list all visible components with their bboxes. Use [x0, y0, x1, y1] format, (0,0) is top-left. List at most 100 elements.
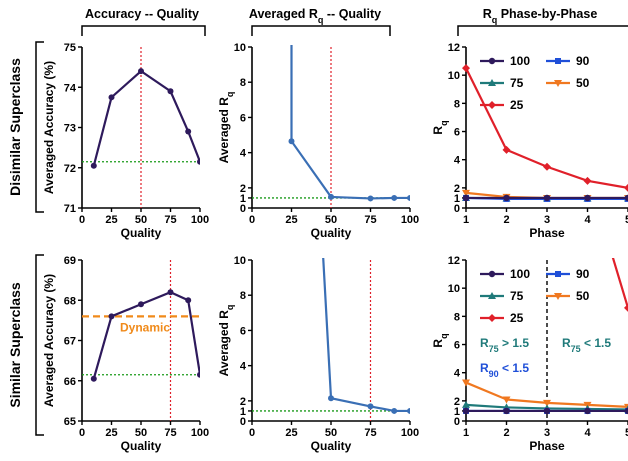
y-tick-label: 10: [448, 283, 460, 295]
y-tick-label: 4: [240, 361, 247, 373]
point-q100: [584, 407, 591, 415]
panel-acc_sim: 0 25 50 75 100 65 66 67 68 69 Quality Averaged Accu…: [42, 255, 209, 453]
legend-marker-q75: [488, 292, 496, 299]
data-point: [328, 193, 334, 200]
data-point: [407, 194, 410, 201]
x-axis-label: Quality: [311, 226, 352, 240]
y-tick-label: 10: [234, 255, 246, 267]
y-tick-label: 72: [64, 163, 76, 175]
y-tick-label: 6: [454, 127, 460, 139]
y-tick-label: 8: [240, 77, 246, 89]
y-tick-label: 73: [64, 123, 76, 135]
point-q100: [503, 194, 510, 202]
legend-label-q50: 50: [576, 76, 590, 90]
point-q100: [462, 194, 470, 202]
x-axis-label: Quality: [121, 439, 162, 453]
col-bracket-middle: [251, 25, 391, 36]
col-bracket-right: [457, 25, 628, 36]
legend-marker-q50: [554, 80, 562, 87]
data-point: [185, 128, 192, 135]
legend-label-q100: 100: [510, 54, 530, 68]
x-tick-label: 25: [105, 214, 117, 226]
y-tick-label: 4: [454, 155, 461, 167]
y-tick-label: 6: [454, 340, 460, 352]
y-tick-label: 68: [64, 295, 76, 307]
x-axis-label: Phase: [529, 439, 565, 453]
point-q50: [462, 379, 470, 387]
plot-area: [288, 45, 410, 202]
y-tick-label: 69: [64, 255, 76, 267]
legend-marker-q90: [555, 271, 561, 277]
point-q50: [543, 399, 551, 407]
point-q25: [624, 303, 628, 312]
data-point: [367, 195, 374, 202]
y-tick-label: 8: [240, 290, 246, 302]
y-tick-label: 2: [454, 396, 460, 408]
panel-rq_sim: 0 25 50 75 100 012 4 6 8 10 Quality Averaged Rq: [217, 255, 419, 453]
data-point: [367, 403, 374, 410]
series-line-q25: [611, 258, 628, 309]
y-tick-label: 6: [240, 325, 246, 337]
point-q25: [543, 162, 551, 171]
x-tick-label: 3: [544, 427, 550, 439]
data-point: [108, 94, 115, 101]
x-tick-label: 75: [364, 427, 376, 439]
point-q25: [624, 183, 628, 192]
x-axis-label: Quality: [311, 439, 352, 453]
point-q25: [502, 145, 511, 154]
y-tick-label: 2: [240, 396, 246, 408]
x-tick-label: 75: [364, 214, 376, 226]
x-axis-label: Phase: [529, 226, 565, 240]
point-q100: [624, 407, 628, 415]
x-tick-label: 3: [544, 214, 550, 226]
y-tick-label: 1: [240, 193, 246, 205]
data-line: [322, 258, 410, 413]
col-title-rq-phase: Rq Phase-by-Phase: [483, 7, 598, 25]
x-tick-label: 0: [79, 214, 85, 226]
y-axis-label: Rq: [431, 333, 449, 347]
col-title-averaged-rq: Averaged Rq -- Quality: [249, 7, 381, 25]
x-tick-label: 5: [625, 214, 628, 226]
y-tick-label: 66: [64, 376, 76, 388]
x-tick-label: 25: [105, 427, 117, 439]
x-tick-label: 50: [135, 427, 147, 439]
x-tick-label: 4: [584, 214, 591, 226]
legend-label-q50: 50: [576, 289, 590, 303]
y-tick-label: 10: [234, 42, 246, 54]
y-tick-label: 6: [240, 112, 246, 124]
point-q100: [624, 194, 628, 202]
col-bracket-left: [81, 25, 206, 36]
x-tick-label: 0: [79, 427, 85, 439]
data-point: [138, 301, 144, 308]
legend-marker-q90: [555, 58, 561, 64]
y-tick-label: 12: [448, 42, 460, 54]
x-tick-label: 100: [191, 214, 209, 226]
y-axis-label: Averaged Rq: [217, 305, 235, 377]
y-tick-label: 75: [64, 42, 76, 54]
x-tick-label: 2: [503, 214, 509, 226]
y-tick-label: 67: [64, 336, 76, 348]
y-tick-label: 1: [240, 406, 246, 418]
legend-label-q90: 90: [576, 267, 590, 281]
point-q100: [543, 194, 551, 202]
point-q25: [462, 64, 470, 73]
y-tick-label: 1: [454, 406, 460, 418]
data-point: [108, 313, 115, 320]
legend-marker-q75: [488, 79, 496, 86]
x-tick-label: 25: [285, 214, 297, 226]
data-point: [407, 407, 410, 414]
panel-phase_sim: 123450124681012PhaseRq10090755025R75 > 1…: [431, 255, 628, 453]
data-point: [185, 297, 192, 304]
row-label-dissimilar: Disimilar Superclass: [7, 58, 23, 196]
data-point: [167, 289, 174, 296]
point-q50: [462, 189, 470, 197]
x-tick-label: 50: [325, 427, 337, 439]
plot-area: [462, 64, 628, 202]
data-point: [288, 138, 295, 145]
data-point: [197, 158, 200, 165]
y-tick-label: 0: [454, 416, 460, 428]
legend-marker-q100: [488, 270, 496, 278]
data-line: [290, 45, 410, 200]
y-axis-label: Averaged Accuracy (%): [42, 61, 56, 194]
